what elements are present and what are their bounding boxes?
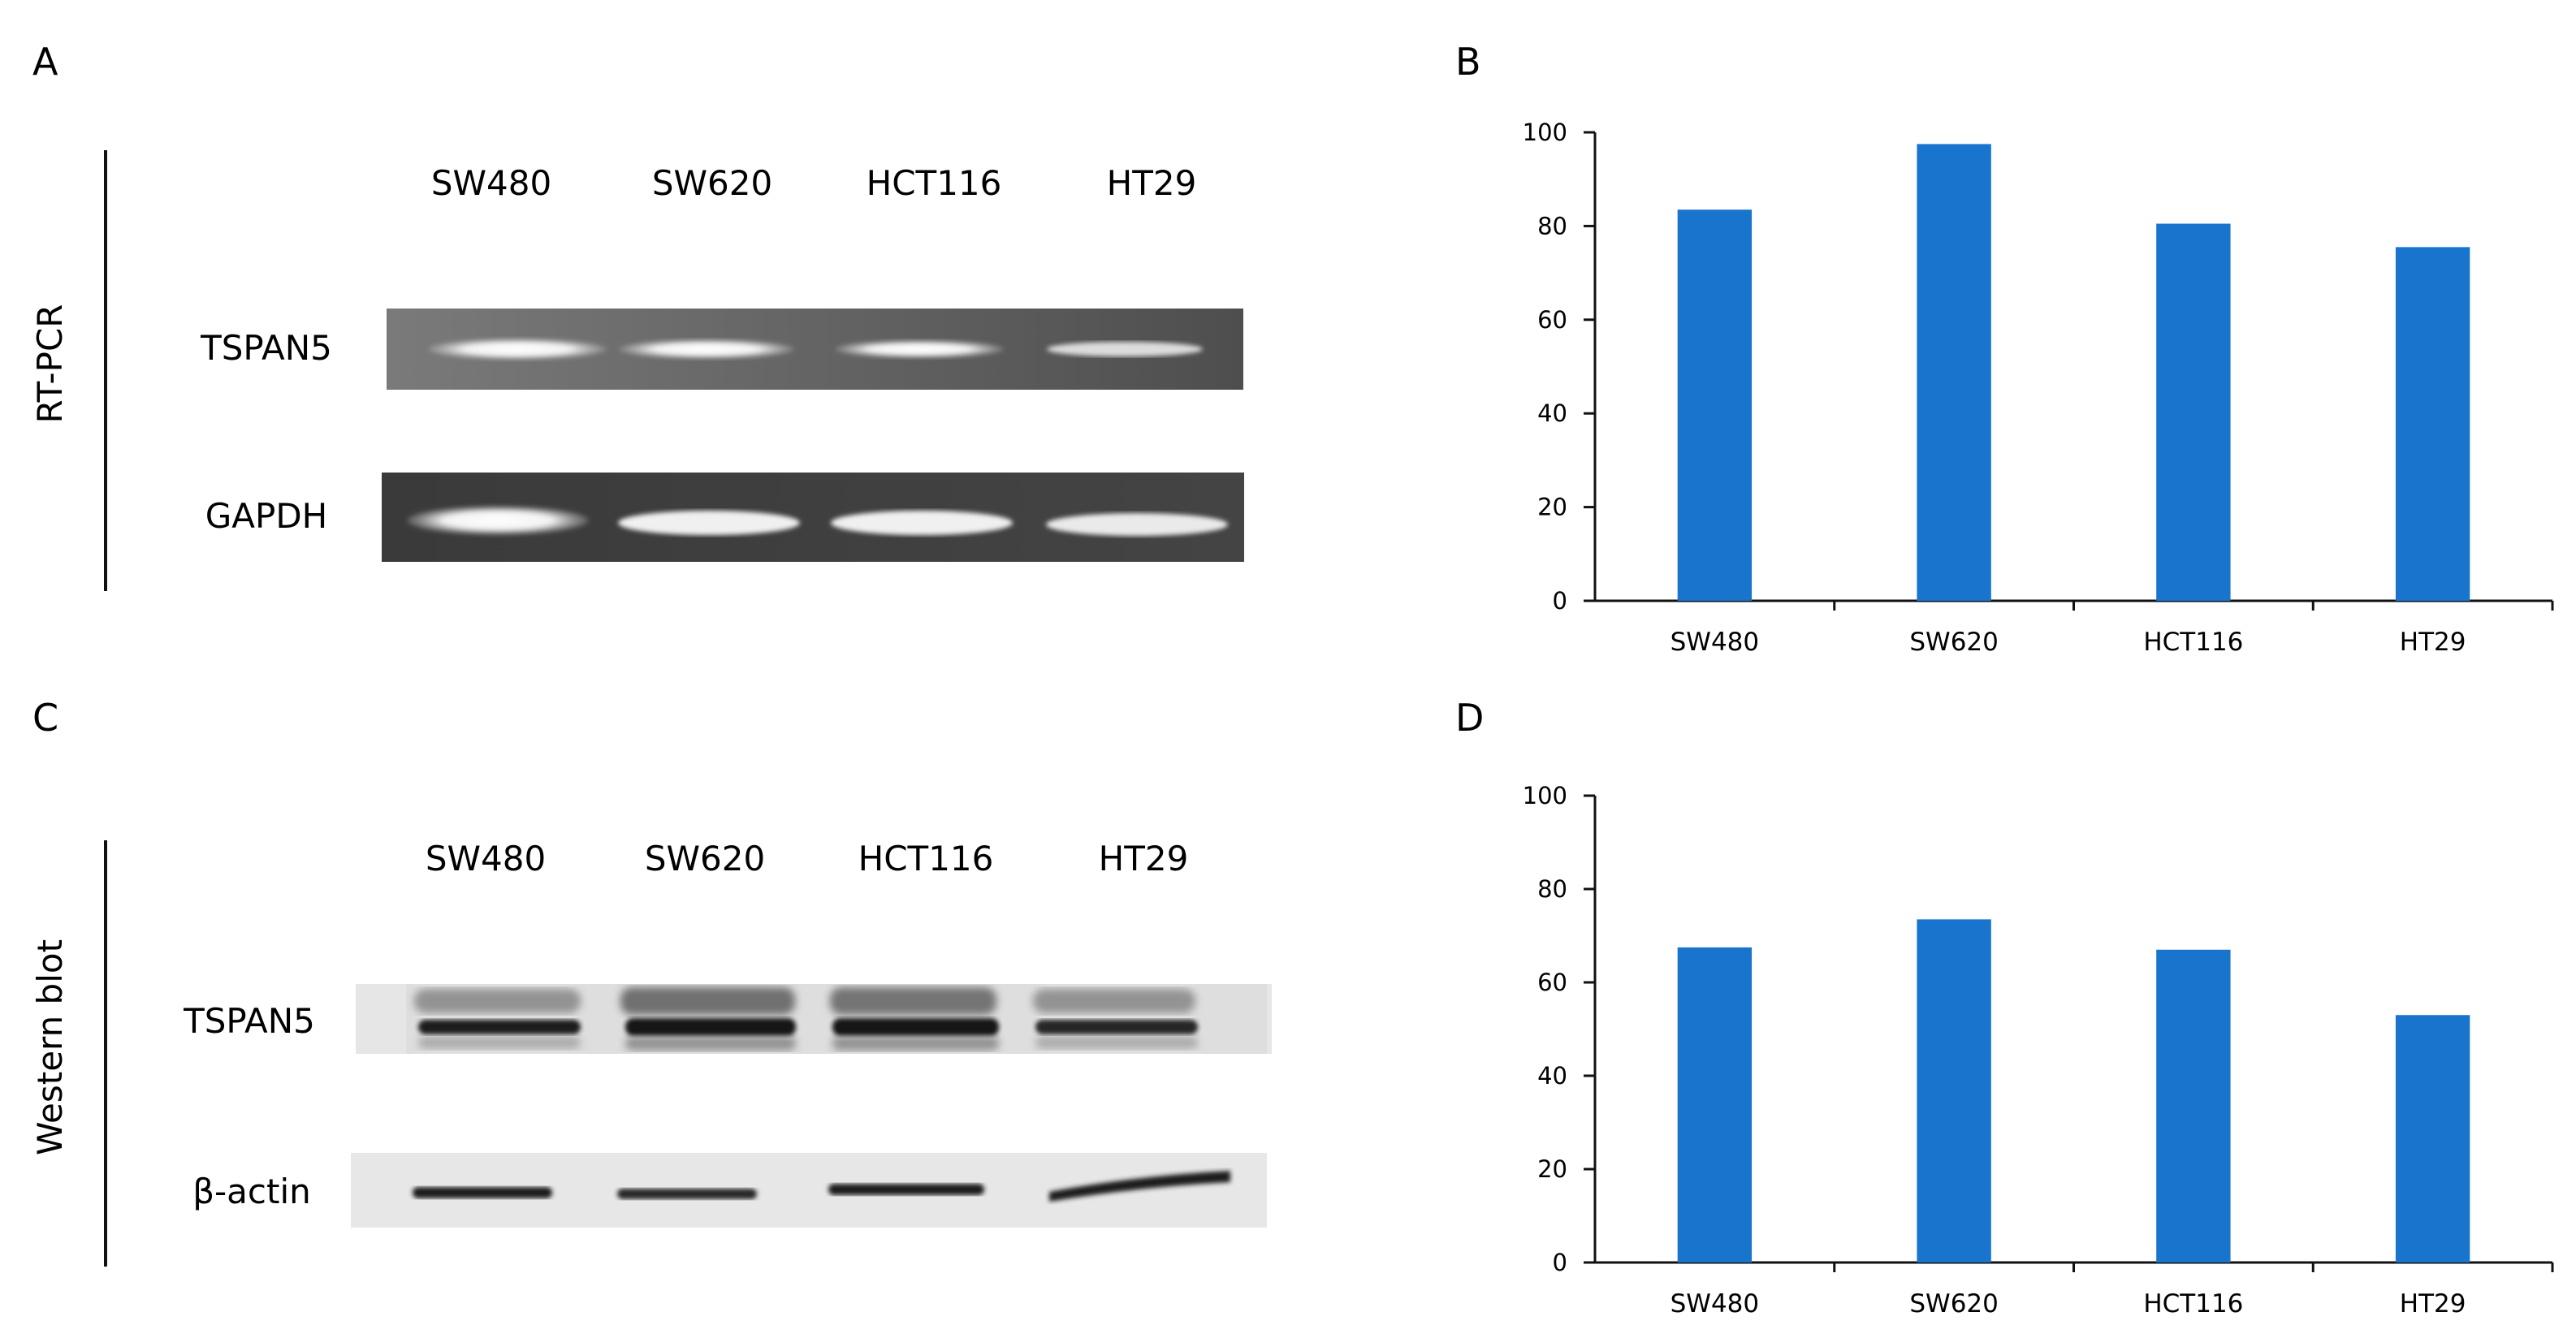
- y-tick-label: 100: [1523, 782, 1567, 809]
- bar: [1677, 209, 1753, 601]
- lane-label: HCT116: [867, 163, 1002, 203]
- lane-label: SW620: [652, 163, 772, 203]
- panel-letter-a: A: [32, 40, 58, 84]
- y-tick-label: 0: [1553, 587, 1567, 615]
- assay-label-c: Western blot: [30, 939, 70, 1155]
- bar: [1677, 947, 1753, 1262]
- y-tick-label: 20: [1537, 1155, 1567, 1183]
- y-tick-label: 80: [1537, 212, 1567, 240]
- assay-label-a: RT-PCR: [30, 304, 70, 424]
- x-tick-label: HT29: [2400, 628, 2466, 657]
- panel-letter-c: C: [32, 696, 58, 740]
- y-tick-label: 0: [1553, 1249, 1567, 1276]
- x-tick-label: SW480: [1671, 628, 1760, 657]
- y-tick-label: 60: [1537, 969, 1567, 996]
- panel-letter-d: D: [1455, 696, 1484, 740]
- x-tick-label: HCT116: [2143, 628, 2243, 657]
- x-tick-label: HT29: [2400, 1289, 2466, 1319]
- gel-image-gapdh: [382, 473, 1244, 562]
- y-tick-label: 20: [1537, 494, 1567, 521]
- x-tick-label: HCT116: [2143, 1289, 2243, 1319]
- row-label-tspan5: TSPAN5: [200, 328, 332, 368]
- panel-a: A RT-PCR SW480 SW620 HCT116 HT29 TSPAN5 …: [30, 40, 1244, 591]
- bar: [2395, 1015, 2470, 1262]
- row-label-beta-actin: β-actin: [192, 1172, 311, 1211]
- y-tick-label: 100: [1523, 119, 1567, 146]
- lane-label: HCT116: [858, 839, 994, 878]
- bar-chart-d: 0 20 40 60 80 100 SW480 SW620 HCT116 HT29: [1523, 782, 2554, 1319]
- lane-label: SW620: [645, 839, 765, 878]
- row-label-gapdh: GAPDH: [205, 496, 328, 536]
- lane-label: HT29: [1099, 839, 1189, 878]
- bar: [1917, 144, 1991, 602]
- blot-image-tspan5: [356, 984, 1272, 1054]
- bar: [2156, 949, 2231, 1262]
- lane-label: SW480: [431, 163, 551, 203]
- row-label-tspan5: TSPAN5: [183, 1001, 315, 1041]
- bar-chart-b: 0 20 40 60 80 100 SW480 SW620 HCT116 HT29: [1523, 119, 2554, 657]
- x-tick-label: SW480: [1671, 1289, 1760, 1319]
- bar: [1917, 919, 1991, 1262]
- y-tick-label: 80: [1537, 875, 1567, 903]
- lane-label: HT29: [1107, 163, 1197, 203]
- panel-c: C Western blot SW480 SW620 HCT116 HT29 T…: [30, 696, 1272, 1267]
- bar: [2156, 223, 2231, 601]
- blot-image-beta-actin: [351, 1153, 1267, 1228]
- lane-label: SW480: [426, 839, 546, 878]
- y-tick-label: 40: [1537, 399, 1567, 427]
- panel-letter-b: B: [1455, 40, 1481, 84]
- x-tick-label: SW620: [1909, 628, 1999, 657]
- bar: [2395, 247, 2470, 601]
- gel-image-tspan5: [387, 309, 1243, 390]
- x-tick-label: SW620: [1909, 1289, 1999, 1319]
- y-tick-label: 60: [1537, 306, 1567, 334]
- y-tick-label: 40: [1537, 1062, 1567, 1090]
